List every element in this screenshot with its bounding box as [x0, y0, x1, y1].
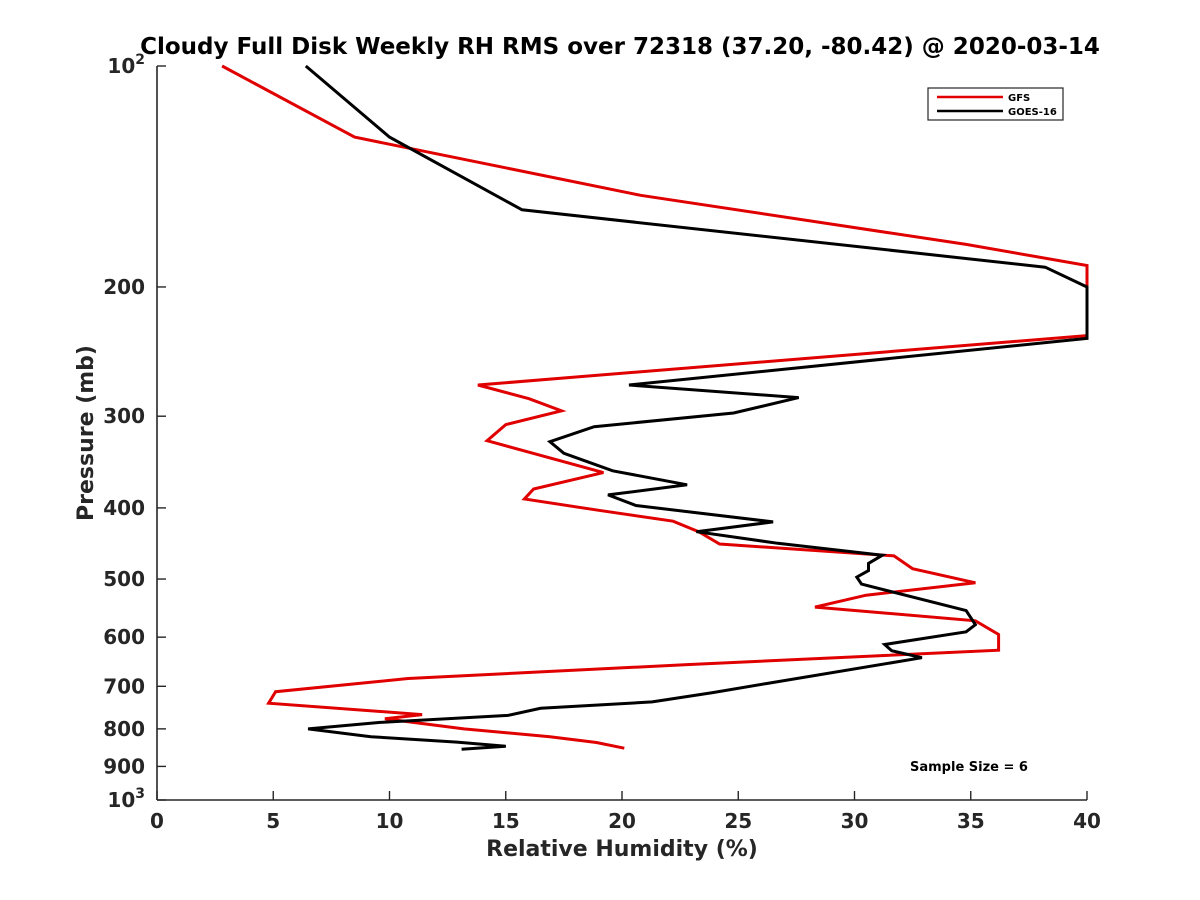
y-tick-label: 400	[103, 496, 145, 520]
x-tick-label: 0	[150, 809, 164, 833]
y-tick-label: 102	[107, 52, 145, 78]
x-axis-label: Relative Humidity (%)	[486, 837, 758, 862]
sample-size-annotation: Sample Size = 6	[910, 760, 1028, 775]
y-tick-label: 103	[107, 786, 145, 812]
y-tick-label: 600	[103, 625, 145, 649]
legend: GFS GOES-16	[927, 87, 1064, 121]
y-tick-label: 500	[103, 567, 145, 591]
series-line-goes16	[304, 64, 1089, 751]
x-tick-label: 15	[492, 809, 520, 833]
legend-label-gfs: GFS	[1008, 93, 1030, 104]
x-tick-label: 5	[266, 809, 280, 833]
x-tick-label: 20	[608, 809, 636, 833]
x-tick-label: 25	[724, 809, 752, 833]
x-tick-label: 40	[1073, 809, 1101, 833]
series-line-gfs	[221, 64, 1089, 750]
x-tick-label: 30	[841, 809, 869, 833]
x-tick-label: 35	[957, 809, 985, 833]
legend-label-goes16: GOES-16	[1008, 107, 1057, 118]
legend-box	[927, 87, 1064, 121]
y-ticks: 102 200 300 400 500 600 700 800 900 103	[103, 52, 166, 812]
chart-title: Cloudy Full Disk Weekly RH RMS over 7231…	[140, 34, 1100, 60]
y-tick-label: 800	[103, 717, 145, 741]
y-tick-label: 900	[103, 754, 145, 778]
y-tick-label: 200	[103, 275, 145, 299]
x-ticks: 0 5 10 15 20 25 30 35 40	[150, 791, 1101, 833]
y-tick-label: 300	[103, 404, 145, 428]
y-tick-label: 700	[103, 674, 145, 698]
y-axis-label: Pressure (mb)	[74, 345, 99, 521]
series-layer	[221, 64, 1089, 751]
x-tick-label: 10	[376, 809, 404, 833]
